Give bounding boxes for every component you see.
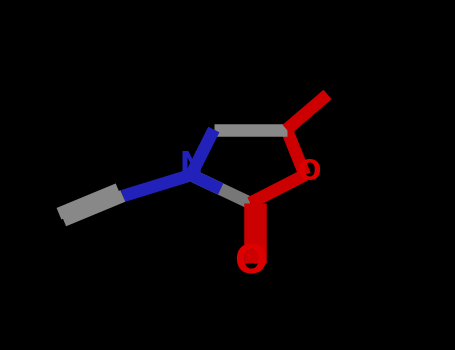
Text: N: N (180, 150, 202, 178)
Text: O: O (298, 158, 321, 186)
Text: O: O (234, 244, 267, 281)
